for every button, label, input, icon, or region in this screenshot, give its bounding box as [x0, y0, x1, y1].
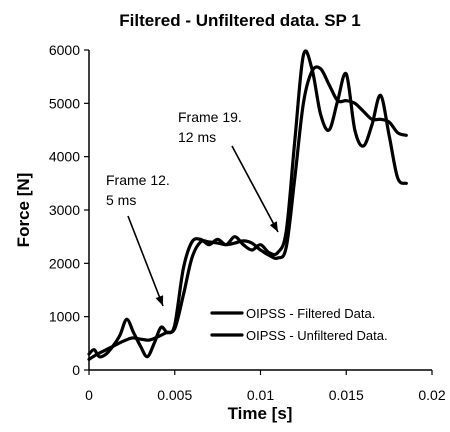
annotation-arrow-line	[231, 145, 279, 233]
y-tick-label: 1000	[49, 309, 80, 325]
x-tick-label: 0	[85, 387, 93, 403]
series-line-2	[87, 49, 408, 359]
y-tick-label: 4000	[49, 149, 80, 165]
annotation-label: Frame 19.	[178, 109, 242, 125]
legend: OIPSS - Filtered Data. OIPSS - Unfiltered…	[210, 306, 388, 343]
plot-area: 0 1000 2000 3000 4000 5000 6000 0 0.005 0.01 0.015…	[49, 42, 446, 403]
legend-entry: OIPSS - Unfiltered Data.	[246, 328, 388, 343]
annotation-arrow-line	[127, 215, 164, 307]
y-tick-label: 6000	[49, 42, 80, 58]
chart-title: Filtered - Unfiltered data. SP 1	[119, 11, 361, 30]
y-tick-label: 5000	[49, 95, 80, 111]
x-tick-label: 0.015	[329, 387, 364, 403]
legend-entry: OIPSS - Filtered Data.	[246, 306, 375, 321]
x-axis-label: Time [s]	[228, 404, 293, 423]
annotation-label: Frame 12.	[106, 172, 170, 188]
y-tick-label: 0	[72, 362, 80, 378]
x-tick-label: 0.005	[157, 387, 192, 403]
y-axis-label: Force [N]	[14, 173, 33, 248]
annotation-label: 12 ms	[178, 129, 216, 145]
annotations: Frame 12. 5 ms Frame 19. 12 ms	[106, 109, 279, 307]
annotation-arrowhead	[269, 221, 278, 232]
x-tick-label: 0.02	[418, 387, 445, 403]
annotation-arrowhead	[155, 295, 164, 306]
series-line-1	[87, 65, 408, 361]
x-tick-label: 0.01	[247, 387, 274, 403]
annotation-label: 5 ms	[106, 192, 136, 208]
y-tick-label: 2000	[49, 255, 80, 271]
y-tick-label: 3000	[49, 202, 80, 218]
